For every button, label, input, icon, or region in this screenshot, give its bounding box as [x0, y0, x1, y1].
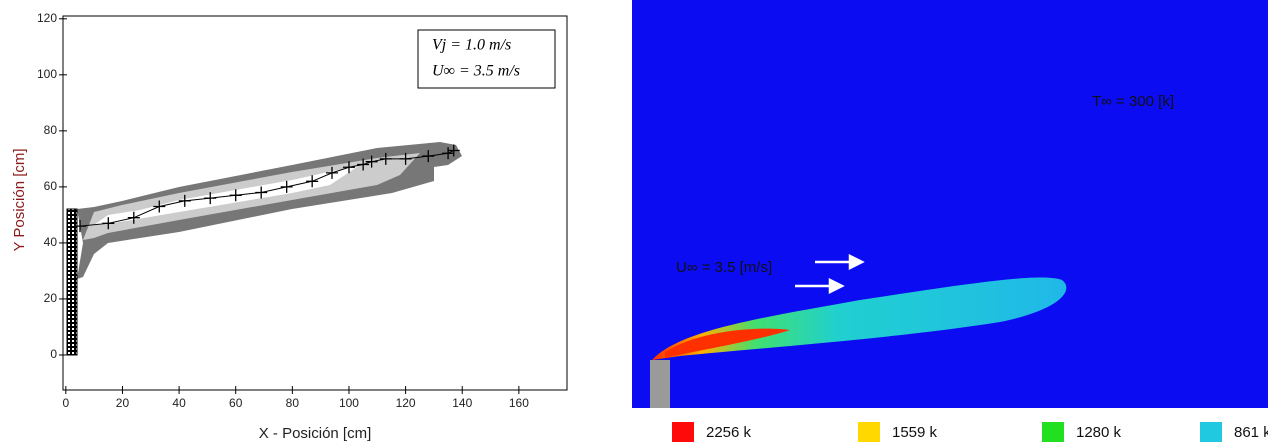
trajectory-marker — [379, 152, 392, 165]
trajectory-marker — [325, 166, 338, 179]
y-tick-label: 20 — [44, 291, 58, 305]
legend-swatch — [1042, 422, 1064, 442]
x-tick-label: 100 — [339, 396, 359, 410]
trajectory-marker — [357, 158, 370, 171]
stack — [66, 208, 78, 356]
trajectory-marker — [280, 180, 293, 193]
y-tick-label: 40 — [44, 235, 58, 249]
y-tick-label: 80 — [44, 123, 58, 137]
trajectory-marker — [399, 152, 412, 165]
annotation-box — [417, 29, 556, 89]
legend-label: 861 k — [1234, 424, 1268, 441]
x-axis-label: X - Posición [cm] — [259, 425, 372, 442]
legend-swatch — [1200, 422, 1222, 442]
y-tick-label: 60 — [44, 179, 58, 193]
trajectory-marker — [255, 186, 268, 199]
plume — [652, 277, 1067, 360]
x-tick-label: 0 — [62, 396, 69, 410]
x-tick-label: 140 — [452, 396, 472, 410]
trajectory-marker — [127, 211, 140, 224]
annotation: Vj = 1.0 m/s — [432, 37, 511, 54]
x-tick-label: 40 — [172, 396, 186, 410]
annotation: U∞ = 3.5 m/s — [432, 63, 520, 80]
x-tick-label: 80 — [286, 396, 300, 410]
legend-swatch — [672, 422, 694, 442]
trajectory-marker — [442, 147, 455, 160]
legend-swatch — [858, 422, 880, 442]
flow-arrows — [795, 253, 865, 295]
x-tick-label: 120 — [396, 396, 416, 410]
ambient-label: T∞ = 300 [k] — [1092, 93, 1174, 110]
trajectory-marker — [422, 150, 435, 163]
contour-inner — [94, 165, 360, 225]
velocity-label: U∞ = 3.5 [m/s] — [676, 259, 772, 276]
trajectory-marker — [365, 155, 378, 168]
trajectory-marker — [229, 189, 242, 202]
trajectory-marker — [447, 144, 460, 157]
trajectory-marker — [102, 217, 115, 230]
trajectory-marker — [342, 161, 355, 174]
y-axis-label: Y Posición [cm] — [11, 148, 28, 251]
x-tick-label: 60 — [229, 396, 243, 410]
plot-area: Vj = 1.0 m/s U∞ = 3.5 m/s X - Posición [… — [11, 11, 568, 442]
stack — [650, 360, 670, 408]
trajectory-marker — [153, 200, 166, 213]
y-tick-label: 100 — [37, 67, 57, 81]
y-tick-label: 120 — [37, 11, 57, 25]
y-tick-label: 0 — [50, 347, 57, 361]
trajectory-marker — [306, 175, 319, 188]
trajectory-marker — [73, 220, 86, 233]
plume-core — [665, 328, 790, 358]
x-tick-label: 20 — [116, 396, 130, 410]
trajectory-marker — [204, 192, 217, 205]
x-tick-label: 160 — [509, 396, 529, 410]
legend-label: 2256 k — [706, 424, 752, 441]
trajectory-marker — [178, 194, 191, 207]
simulation-panel: T∞ = 300 [k] U∞ = 3.5 [m/s] — [632, 0, 1268, 408]
legend-label: 1280 k — [1076, 424, 1122, 441]
legend-label: 1559 k — [892, 424, 938, 441]
